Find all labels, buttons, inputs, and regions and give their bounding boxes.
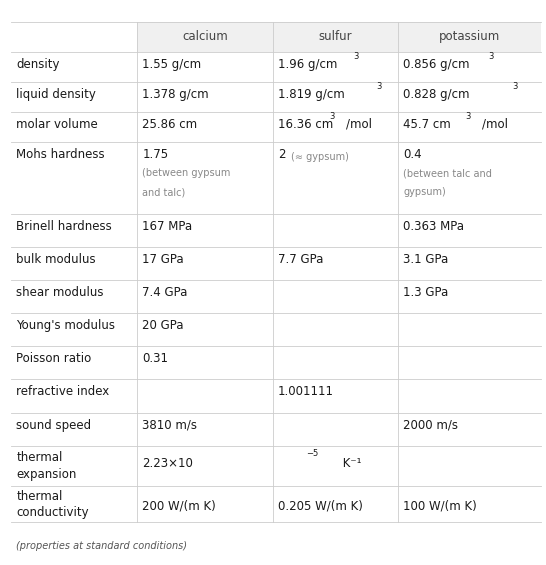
Bar: [398, 22, 541, 53]
Text: 20 GPa: 20 GPa: [143, 319, 184, 332]
Text: gypsum): gypsum): [403, 188, 446, 197]
Text: potassium: potassium: [438, 30, 500, 43]
Bar: [272, 22, 398, 53]
Text: 167 MPa: 167 MPa: [143, 220, 192, 233]
Text: bulk modulus: bulk modulus: [16, 253, 96, 266]
Text: Mohs hardness: Mohs hardness: [16, 148, 105, 161]
Text: density: density: [16, 58, 60, 71]
Text: 3: 3: [330, 112, 335, 121]
Text: Brinell hardness: Brinell hardness: [16, 220, 112, 233]
Text: /mol: /mol: [482, 118, 508, 131]
Text: 1.378 g/cm: 1.378 g/cm: [143, 88, 209, 101]
Text: sound speed: sound speed: [16, 419, 91, 432]
Text: 2.23×10: 2.23×10: [143, 457, 193, 470]
Text: sulfur: sulfur: [318, 30, 352, 43]
Text: 3: 3: [465, 112, 471, 121]
Text: 17 GPa: 17 GPa: [143, 253, 184, 266]
Text: (between gypsum: (between gypsum: [143, 168, 230, 178]
Text: 3.1 GPa: 3.1 GPa: [403, 253, 449, 266]
Text: (between talc and: (between talc and: [403, 168, 492, 178]
Text: and talc): and talc): [143, 188, 186, 197]
Text: 1.819 g/cm: 1.819 g/cm: [278, 88, 345, 101]
Bar: [137, 22, 272, 53]
Text: 1.3 GPa: 1.3 GPa: [403, 286, 449, 299]
Text: thermal: thermal: [16, 490, 63, 503]
Text: 0.856 g/cm: 0.856 g/cm: [403, 58, 470, 71]
Text: /mol: /mol: [346, 118, 372, 131]
Text: 2000 m/s: 2000 m/s: [403, 419, 459, 432]
Text: 25.86 cm: 25.86 cm: [143, 118, 198, 131]
Text: K⁻¹: K⁻¹: [339, 457, 361, 470]
Text: shear modulus: shear modulus: [16, 286, 104, 299]
Text: 200 W/(m K): 200 W/(m K): [143, 499, 216, 512]
Text: 0.828 g/cm: 0.828 g/cm: [403, 88, 470, 101]
Text: 3: 3: [512, 82, 517, 92]
Text: 1.75: 1.75: [143, 148, 168, 161]
Text: 0.31: 0.31: [143, 353, 168, 366]
Text: conductivity: conductivity: [16, 506, 89, 519]
Text: 0.363 MPa: 0.363 MPa: [403, 220, 464, 233]
Text: calcium: calcium: [182, 30, 228, 43]
Text: 0.4: 0.4: [403, 148, 422, 161]
Text: 45.7 cm: 45.7 cm: [403, 118, 451, 131]
Text: refractive index: refractive index: [16, 385, 109, 398]
Text: 3: 3: [353, 53, 358, 61]
Text: Poisson ratio: Poisson ratio: [16, 353, 92, 366]
Text: 3810 m/s: 3810 m/s: [143, 419, 197, 432]
Text: Young's modulus: Young's modulus: [16, 319, 115, 332]
Text: −5: −5: [306, 449, 318, 458]
Text: molar volume: molar volume: [16, 118, 98, 131]
Text: 1.001111: 1.001111: [278, 385, 334, 398]
Text: thermal: thermal: [16, 450, 63, 463]
Text: 100 W/(m K): 100 W/(m K): [403, 499, 477, 512]
Text: 1.96 g/cm: 1.96 g/cm: [278, 58, 337, 71]
Text: 7.7 GPa: 7.7 GPa: [278, 253, 323, 266]
Text: liquid density: liquid density: [16, 88, 96, 101]
Text: expansion: expansion: [16, 468, 76, 481]
Text: 3: 3: [376, 82, 382, 92]
Text: 16.36 cm: 16.36 cm: [278, 118, 333, 131]
Text: (≈ gypsum): (≈ gypsum): [291, 153, 349, 162]
Text: 0.205 W/(m K): 0.205 W/(m K): [278, 499, 363, 512]
Text: (properties at standard conditions): (properties at standard conditions): [16, 541, 187, 551]
Text: 2: 2: [278, 148, 286, 161]
Text: 7.4 GPa: 7.4 GPa: [143, 286, 188, 299]
Text: 1.55 g/cm: 1.55 g/cm: [143, 58, 201, 71]
Text: 3: 3: [489, 53, 494, 61]
